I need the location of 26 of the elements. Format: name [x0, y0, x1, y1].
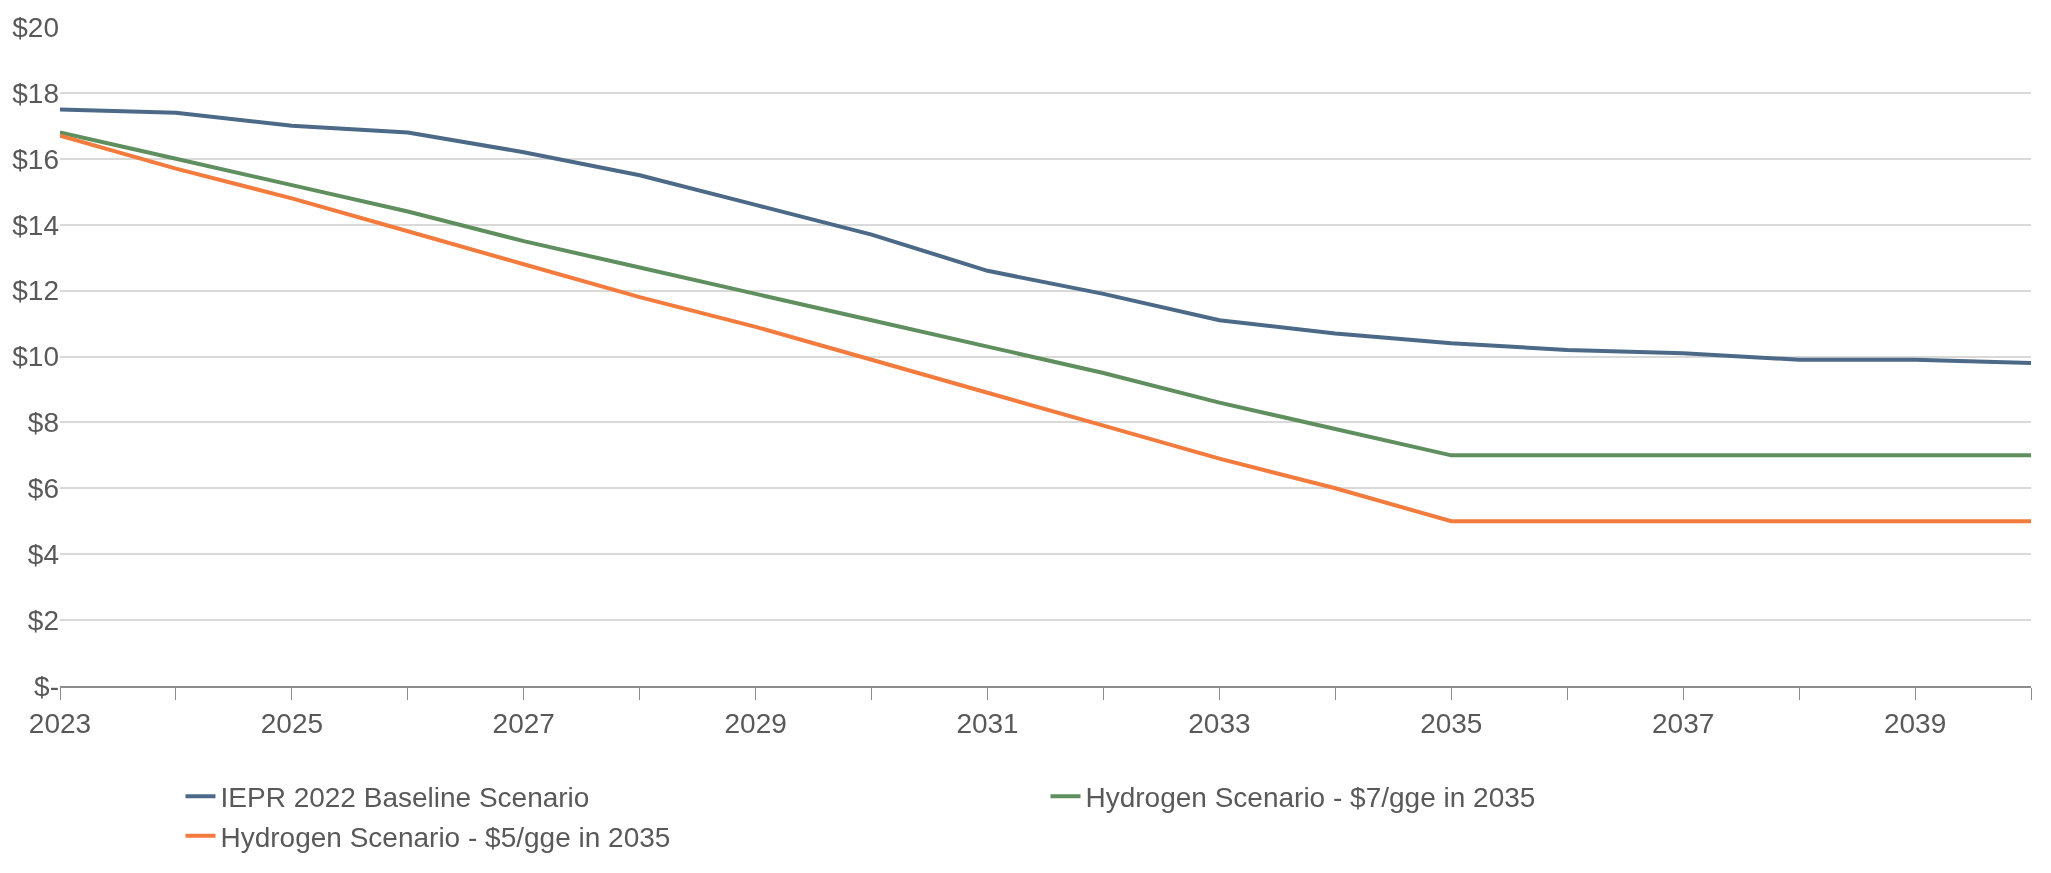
legend-label: IEPR 2022 Baseline Scenario: [220, 782, 590, 814]
y-tick-label: $12: [12, 275, 59, 307]
y-tick-label: $6: [27, 473, 59, 505]
x-tick-label: 2039: [1883, 708, 1947, 740]
x-tick-label: 2023: [28, 708, 92, 740]
y-tick-label: $2: [27, 604, 59, 636]
line-series: [60, 133, 2031, 524]
line-series: [60, 130, 2031, 458]
legend-label: Hydrogen Scenario - $5/gge in 2035: [220, 821, 671, 853]
y-tick-label: $18: [12, 77, 59, 109]
x-tick-label: 2025: [260, 708, 324, 740]
x-tick-label: 2031: [956, 708, 1019, 740]
x-tick-label: 2035: [1420, 708, 1483, 740]
line-series: [60, 107, 2031, 366]
x-tick-label: 2027: [492, 708, 555, 740]
x-tick-label: 2029: [724, 708, 787, 740]
y-tick-label: $14: [12, 209, 59, 241]
y-tick-label: $16: [12, 143, 59, 175]
y-tick-label: $4: [27, 539, 59, 570]
x-tick-label: 2033: [1188, 708, 1251, 740]
y-tick-label: $-: [34, 670, 59, 702]
y-tick-label: $20: [12, 11, 59, 43]
legend-label: Hydrogen Scenario - $7/gge in 2035: [1085, 782, 1536, 814]
y-tick-label: $10: [12, 341, 59, 373]
y-tick-label: $8: [27, 407, 59, 439]
x-tick-label: 2037: [1652, 708, 1715, 740]
